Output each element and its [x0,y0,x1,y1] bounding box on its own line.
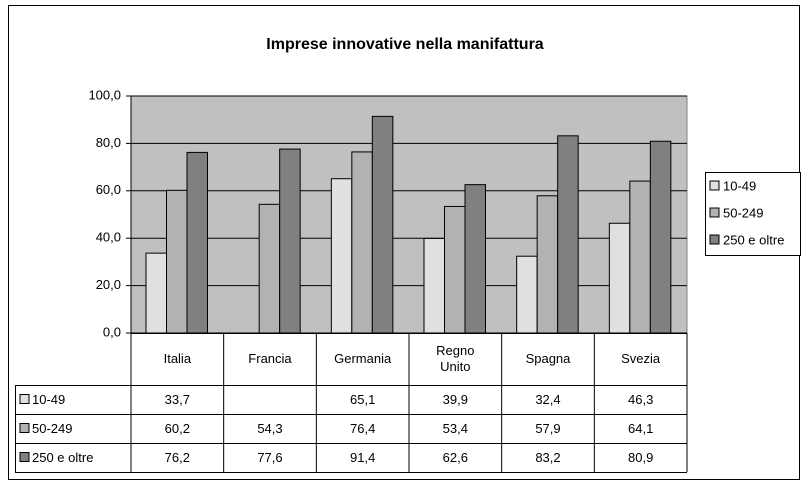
legend-label: 10-49 [723,178,756,193]
table-value-text: 76,4 [350,420,376,436]
category-label: Italia [131,333,224,385]
category-label: Francia [224,333,317,385]
chart-title: Imprese innovative nella manifattura [266,36,544,53]
table-value: 65,1 [316,385,409,414]
table-value: 53,4 [409,414,502,443]
bar [557,135,579,334]
table-value: 76,4 [316,414,409,443]
legend-key [709,234,720,245]
table-value: 60,2 [131,414,224,443]
table-value: 54,3 [224,414,317,443]
bar [516,255,538,334]
category-label-text: Germania [334,351,392,366]
table-value-text: 60,2 [164,420,190,436]
table-value: 91,4 [316,443,409,472]
legend-box [705,172,801,256]
table-value-text: 46,3 [628,391,654,407]
bar [536,195,559,334]
table-row-label: 250 e oltre [32,450,93,465]
category-label-text: Svezia [621,351,661,366]
table-value-text: 64,1 [628,420,654,436]
table-value-text: 32,4 [535,391,561,407]
table-value-text: 33,7 [164,391,190,407]
table-value-text: 53,4 [442,420,468,436]
table-value: 32,4 [502,385,595,414]
legend-label: 50-249 [723,205,763,220]
y-tick-label: 100,0 [88,87,121,102]
bar [258,203,281,334]
table-value-text: 83,2 [535,449,561,465]
table-row-label: 10-49 [32,392,65,407]
category-label-text: Spagna [525,351,571,366]
category-label: Regno Unito [409,333,502,385]
table-value-text: 62,6 [442,449,468,465]
table-legend-key [19,452,30,462]
table-value: 33,7 [131,385,224,414]
table-legend-key [19,394,30,404]
bar [279,148,301,334]
table-value: 57,9 [502,414,595,443]
category-label-text: Regno Unito [436,343,475,374]
table-value: 80,9 [594,443,687,472]
bar [649,140,672,334]
table-value-text: 57,9 [535,420,561,436]
bar [371,115,394,334]
table-value: 62,6 [409,443,502,472]
table-legend-key [19,423,30,433]
table-value-text: 76,2 [164,449,190,465]
table-value-text: 39,9 [442,391,468,407]
legend-key [709,207,720,218]
y-tick-label: 80,0 [96,135,121,150]
plot-area [130,95,688,334]
bar [351,151,373,334]
table-value: 76,2 [131,443,224,472]
legend-label: 250 e oltre [723,232,784,247]
y-tick-label: 0,0 [103,324,121,339]
table-value-text: 91,4 [350,449,376,465]
table-value: 77,6 [224,443,317,472]
bar [186,151,208,334]
bar [145,252,167,334]
table-value-text: 54,3 [257,420,283,436]
bar [629,180,651,334]
table-value-text: 80,9 [628,449,654,465]
y-tick-label: 40,0 [96,230,121,245]
y-tick-label: 60,0 [96,182,121,197]
bar [330,178,353,334]
bar [608,222,631,334]
category-label: Germania [316,333,409,385]
category-label: Svezia [594,333,687,385]
table-value: 83,2 [502,443,595,472]
legend-key [709,180,720,191]
table-value-text: 65,1 [350,391,376,407]
category-label-text: Francia [248,351,292,366]
table-value: 39,9 [409,385,502,414]
table-value: 64,1 [594,414,687,443]
table-row-label: 50-249 [32,421,72,436]
y-tick-label: 20,0 [96,277,121,292]
category-label: Spagna [502,333,595,385]
bar [464,184,486,334]
bar [166,189,188,334]
bar [444,205,466,334]
table-value-text: 77,6 [257,449,283,465]
category-label-text: Italia [163,351,192,366]
table-value: 46,3 [594,385,687,414]
bar [423,237,445,334]
